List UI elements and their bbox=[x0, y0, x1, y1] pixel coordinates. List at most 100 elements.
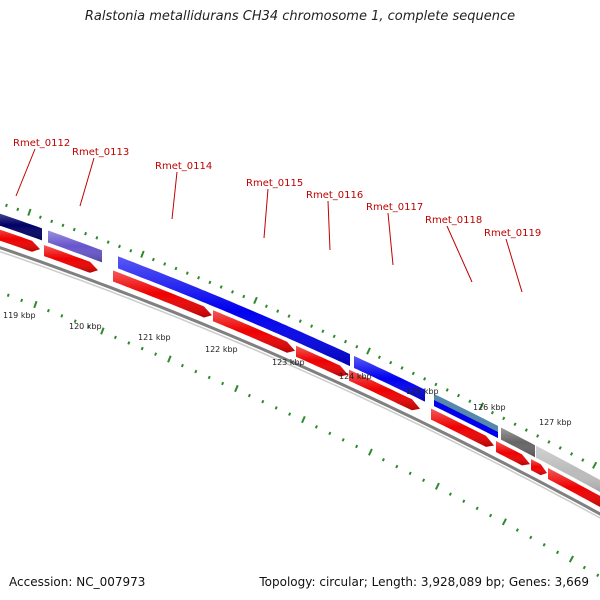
outer-tick bbox=[479, 402, 485, 410]
outer-tick bbox=[264, 304, 268, 309]
inner-tick bbox=[274, 406, 278, 410]
outer-tick bbox=[310, 324, 314, 328]
inner-tick bbox=[221, 381, 225, 386]
inner-tick bbox=[234, 384, 239, 393]
inner-tick bbox=[60, 314, 64, 318]
inner-tick bbox=[46, 308, 50, 313]
outer-tick bbox=[456, 393, 461, 398]
gene-feature-shade bbox=[48, 230, 102, 263]
topology-summary: Topology: circular; Length: 3,928,089 bp… bbox=[259, 575, 589, 589]
outer-tick bbox=[490, 410, 494, 415]
gene-feature-shade bbox=[354, 356, 425, 402]
inner-tick bbox=[33, 300, 38, 309]
outer-tick bbox=[343, 339, 348, 344]
scale-labels: 119 kbp 120 kbp 121 kbp 122 kbp 123 kbp 124 k… bbox=[3, 311, 572, 427]
scale-label: 127 kbp bbox=[539, 418, 572, 427]
inner-tick bbox=[288, 412, 292, 416]
outer-tick bbox=[536, 434, 540, 438]
label-leader-line bbox=[327, 200, 331, 251]
scale-label: 124 kbp bbox=[339, 372, 372, 381]
map-title: Ralstonia metallidurans CH34 chromosome … bbox=[84, 9, 516, 24]
inner-tick bbox=[422, 478, 426, 483]
outer-tick bbox=[502, 416, 506, 421]
outer-tick bbox=[366, 347, 371, 355]
outer-tick bbox=[140, 250, 145, 258]
gene-label: Rmet_0115 bbox=[246, 178, 303, 189]
outer-tick bbox=[592, 461, 598, 469]
cds-arrow-shade bbox=[548, 468, 600, 507]
outer-tick bbox=[106, 240, 110, 244]
outer-tick bbox=[276, 309, 280, 313]
inner-tick bbox=[568, 555, 574, 563]
outer-tick bbox=[423, 377, 427, 381]
backbone-shadow bbox=[0, 250, 600, 519]
inner-tick bbox=[529, 535, 533, 540]
inner-tick bbox=[501, 518, 507, 526]
inner-tick bbox=[261, 399, 265, 404]
outer-tick bbox=[581, 458, 585, 462]
inner-tick bbox=[368, 448, 373, 456]
gene-label: Rmet_0112 bbox=[13, 138, 70, 149]
scale-label: 126 kbp bbox=[473, 403, 506, 412]
outer-tick bbox=[389, 360, 393, 365]
outer-tick bbox=[27, 208, 32, 216]
outer-tick bbox=[445, 388, 449, 392]
outer-tick bbox=[253, 296, 258, 305]
label-leader-line bbox=[15, 148, 36, 197]
inner-tick bbox=[462, 499, 466, 504]
outer-tick bbox=[38, 215, 42, 219]
outer-tick bbox=[118, 244, 121, 249]
inner-tick bbox=[73, 319, 77, 323]
outer-tick bbox=[230, 290, 234, 294]
backbone-line bbox=[0, 246, 600, 516]
inner-tick bbox=[448, 492, 452, 496]
outer-tick bbox=[61, 223, 65, 228]
inner-tick bbox=[408, 471, 412, 476]
outer-tick bbox=[163, 262, 167, 266]
outer-tick bbox=[400, 366, 404, 370]
inner-tick bbox=[87, 324, 91, 329]
scale-label: 122 kbp bbox=[205, 345, 238, 354]
outer-tick bbox=[411, 371, 415, 376]
cds-arrow-shade bbox=[496, 441, 530, 466]
inner-tick bbox=[381, 457, 385, 462]
label-leader-line bbox=[446, 225, 473, 283]
inner-tick bbox=[542, 543, 546, 547]
outer-tick bbox=[332, 334, 336, 339]
inner-tick bbox=[301, 415, 306, 424]
outer-tick bbox=[298, 319, 302, 323]
cds-arrow-shade bbox=[431, 408, 494, 447]
outer-tick bbox=[242, 294, 246, 299]
scale-label: 119 kbp bbox=[3, 311, 36, 320]
gene-feature-shade bbox=[0, 213, 42, 241]
outer-tick bbox=[72, 227, 76, 232]
scale-label: 123 kbp bbox=[272, 358, 305, 367]
label-leader-line bbox=[263, 188, 269, 239]
inner-tick bbox=[555, 550, 560, 555]
outer-tick bbox=[355, 344, 359, 349]
label-leader-line bbox=[171, 171, 178, 220]
outer-tick bbox=[84, 231, 88, 236]
inner-tick bbox=[328, 431, 332, 436]
inner-tick bbox=[167, 355, 172, 363]
outer-tick bbox=[151, 257, 155, 262]
cds-track bbox=[0, 229, 600, 507]
inner-tick bbox=[100, 327, 105, 335]
label-leader-line bbox=[505, 238, 523, 293]
inner-tick bbox=[140, 346, 144, 351]
outer-tick bbox=[569, 452, 574, 456]
inner-tick bbox=[180, 363, 184, 368]
inner-tick bbox=[475, 506, 479, 511]
label-leader-line bbox=[79, 157, 95, 207]
inner-tick bbox=[20, 298, 24, 303]
outer-tick bbox=[547, 440, 551, 444]
outer-tick bbox=[50, 219, 54, 224]
inner-tick bbox=[207, 375, 211, 380]
outer-tick bbox=[174, 266, 178, 271]
inner-tick bbox=[154, 352, 158, 356]
cds-arrow-shade bbox=[113, 270, 212, 318]
gene-feature-shade bbox=[501, 427, 535, 458]
gene-feature-bar bbox=[434, 400, 498, 438]
inner-tick bbox=[395, 464, 399, 469]
outer-tick bbox=[513, 422, 517, 427]
